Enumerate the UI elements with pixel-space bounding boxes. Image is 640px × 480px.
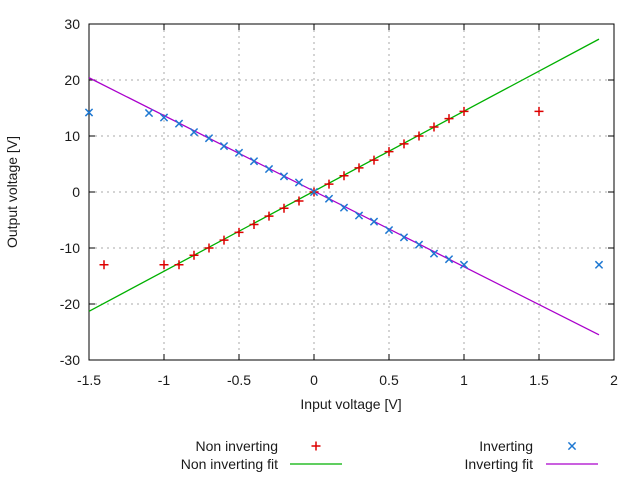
data-point-inverting xyxy=(339,203,349,212)
data-point-inverting xyxy=(594,260,604,269)
data-point-non-inverting xyxy=(339,171,349,181)
x-tick-label: -1.5 xyxy=(77,372,101,388)
data-point-inverting xyxy=(369,217,379,226)
x-tick-label: 0 xyxy=(310,372,318,388)
legend-label-non-inverting: Non inverting xyxy=(196,438,279,454)
legend: Non inverting Inverting Non inverting fit I… xyxy=(181,438,598,472)
y-tick-label: 10 xyxy=(64,128,80,144)
axis-layer: -1.5 -1 -0.5 0 0.5 1 1.5 2 -30 -20 -10 0 10 20 30 xyxy=(60,16,618,388)
data-point-non-inverting xyxy=(414,131,424,141)
data-point-non-inverting xyxy=(354,163,364,173)
data-point-non-inverting xyxy=(459,106,469,116)
y-tick-label: 0 xyxy=(72,184,80,200)
data-point-non-inverting xyxy=(174,260,184,270)
data-point-non-inverting xyxy=(189,250,199,260)
fit-line-inverting-fit xyxy=(88,77,600,336)
data-point-inverting xyxy=(204,134,214,143)
x-tick-label: 0.5 xyxy=(379,372,399,388)
y-tick-label: -10 xyxy=(60,240,80,256)
data-point-non-inverting xyxy=(429,122,439,132)
data-point-inverting xyxy=(414,240,424,249)
x-tick-label: 1.5 xyxy=(529,372,549,388)
data-point-non-inverting xyxy=(99,260,109,270)
x-axis-title: Input voltage [V] xyxy=(300,396,401,412)
data-point-inverting xyxy=(264,164,274,174)
data-point-inverting xyxy=(324,194,334,203)
data-point-non-inverting xyxy=(159,260,169,270)
data-point-inverting xyxy=(279,172,289,181)
data-point-inverting xyxy=(189,127,199,137)
data-point-inverting xyxy=(219,141,229,151)
data-point-inverting xyxy=(84,108,94,117)
y-tick-label: -20 xyxy=(60,296,80,312)
data-point-non-inverting xyxy=(264,211,274,221)
data-point-non-inverting xyxy=(204,243,214,253)
data-point-non-inverting xyxy=(384,147,394,157)
data-point-inverting xyxy=(354,211,364,220)
legend-marker-non-inverting xyxy=(311,441,321,451)
legend-marker-inverting xyxy=(567,441,577,451)
data-point-non-inverting xyxy=(324,179,334,189)
x-tick-label: 2 xyxy=(610,372,618,388)
x-tick-label: -0.5 xyxy=(227,372,251,388)
data-point-non-inverting xyxy=(279,203,289,213)
y-tick-label: 20 xyxy=(64,72,80,88)
data-point-inverting xyxy=(444,255,454,264)
data-point-inverting xyxy=(174,119,184,128)
data-point-non-inverting xyxy=(369,155,379,165)
data-point-inverting xyxy=(384,225,394,235)
data-point-inverting xyxy=(429,249,439,258)
data-point-inverting xyxy=(249,157,259,166)
legend-label-inverting: Inverting xyxy=(479,438,533,454)
series-layer xyxy=(84,38,604,336)
data-point-inverting xyxy=(159,113,169,122)
data-point-non-inverting xyxy=(249,219,259,229)
grid-layer xyxy=(89,24,614,360)
data-point-non-inverting xyxy=(294,196,304,206)
data-point-inverting xyxy=(294,178,304,187)
data-point-inverting xyxy=(309,187,319,197)
data-point-inverting xyxy=(144,108,154,118)
y-tick-label: 30 xyxy=(64,16,80,32)
data-point-non-inverting xyxy=(219,235,229,245)
y-tick-label: -30 xyxy=(60,352,80,368)
data-point-non-inverting xyxy=(444,114,454,124)
label-layer: Input voltage [V] Output voltage [V] xyxy=(4,136,402,412)
data-point-non-inverting xyxy=(234,227,244,237)
y-axis-title: Output voltage [V] xyxy=(4,136,20,248)
data-point-inverting xyxy=(459,260,469,269)
data-point-non-inverting xyxy=(534,106,544,116)
x-tick-label: -1 xyxy=(158,372,171,388)
data-point-inverting xyxy=(399,233,409,242)
legend-label-inverting-fit: Inverting fit xyxy=(465,456,534,472)
data-point-inverting xyxy=(234,148,244,157)
x-tick-label: 1 xyxy=(460,372,468,388)
data-point-non-inverting xyxy=(399,139,409,149)
legend-label-non-inverting-fit: Non inverting fit xyxy=(181,456,278,472)
